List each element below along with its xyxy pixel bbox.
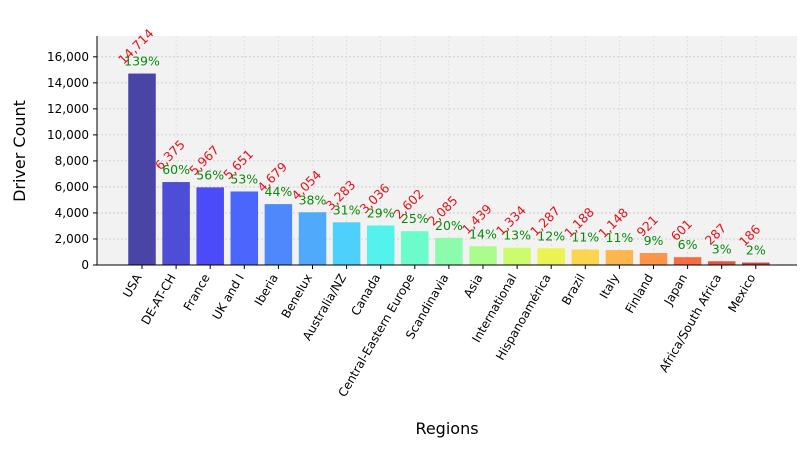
percent-label: 25% <box>401 211 429 226</box>
bar <box>196 187 224 265</box>
bar <box>264 204 293 265</box>
x-tick-label: Japan <box>661 272 690 309</box>
x-tick-label: France <box>181 272 213 314</box>
bar <box>605 250 634 265</box>
percent-label: 14% <box>469 226 497 241</box>
percent-label: 20% <box>435 218 463 233</box>
x-tick-label: Brazil <box>559 272 588 308</box>
y-tick-label: 8,000 <box>55 154 89 168</box>
x-tick-label: DE-AT-CH <box>139 272 179 328</box>
x-tick-label: USA <box>120 271 145 300</box>
percent-label: 56% <box>196 167 224 182</box>
y-tick-label: 4,000 <box>55 206 89 220</box>
y-tick-label: 0 <box>81 258 89 272</box>
percent-label: 11% <box>606 230 634 245</box>
bar <box>537 248 565 265</box>
bar <box>639 253 668 265</box>
bar <box>128 73 156 265</box>
percent-label: 3% <box>712 241 732 256</box>
bar <box>366 225 395 265</box>
y-tick-label: 12,000 <box>47 102 89 116</box>
bar <box>298 212 327 265</box>
percent-label: 11% <box>571 230 599 245</box>
bar <box>401 231 429 265</box>
bars <box>128 73 770 265</box>
y-tick-label: 10,000 <box>47 128 89 142</box>
bar <box>162 182 190 265</box>
percent-label: 12% <box>537 228 565 243</box>
x-tick-label: Asia <box>461 272 486 301</box>
percent-label: 6% <box>678 237 698 252</box>
percent-label: 13% <box>503 228 531 243</box>
y-ticks: 0 2,000 4,000 6,000 8,000 10,000 12,000 14,000 1… <box>47 50 97 272</box>
y-tick-label: 6,000 <box>55 180 89 194</box>
bar <box>469 246 497 265</box>
bar <box>332 222 361 265</box>
x-tick-label: Africa/South Africa <box>657 272 725 375</box>
x-tick-label: Canada <box>348 272 383 319</box>
percent-label: 9% <box>644 233 664 248</box>
bar <box>571 249 600 265</box>
y-tick-label: 14,000 <box>47 76 89 90</box>
x-axis-title: Regions <box>415 419 478 438</box>
bar <box>707 261 736 265</box>
percent-label: 31% <box>333 202 361 217</box>
y-tick-label: 2,000 <box>55 232 89 246</box>
bar <box>673 257 702 265</box>
percent-label: 44% <box>265 184 293 199</box>
x-tick-label: Italy <box>597 272 622 302</box>
percent-label: 53% <box>230 171 258 186</box>
y-axis-title: Driver Count <box>10 100 29 202</box>
bar <box>435 237 463 265</box>
y-tick-label: 16,000 <box>47 50 89 64</box>
x-tick-label: Iberia <box>252 272 281 309</box>
percent-label: 38% <box>299 192 327 207</box>
bar <box>742 262 770 265</box>
axes <box>96 36 797 266</box>
bar <box>503 247 531 265</box>
percent-label: 29% <box>367 205 395 220</box>
bar <box>230 191 259 265</box>
percent-label: 60% <box>162 162 190 177</box>
percent-label: 139% <box>124 54 160 69</box>
x-tick-label: Mexico <box>725 272 758 315</box>
percent-label: 2% <box>746 243 766 258</box>
x-tick-label: UK and I <box>210 272 247 323</box>
x-tick-label: Benelux <box>279 272 315 321</box>
x-tick-label: Finland <box>623 272 657 316</box>
